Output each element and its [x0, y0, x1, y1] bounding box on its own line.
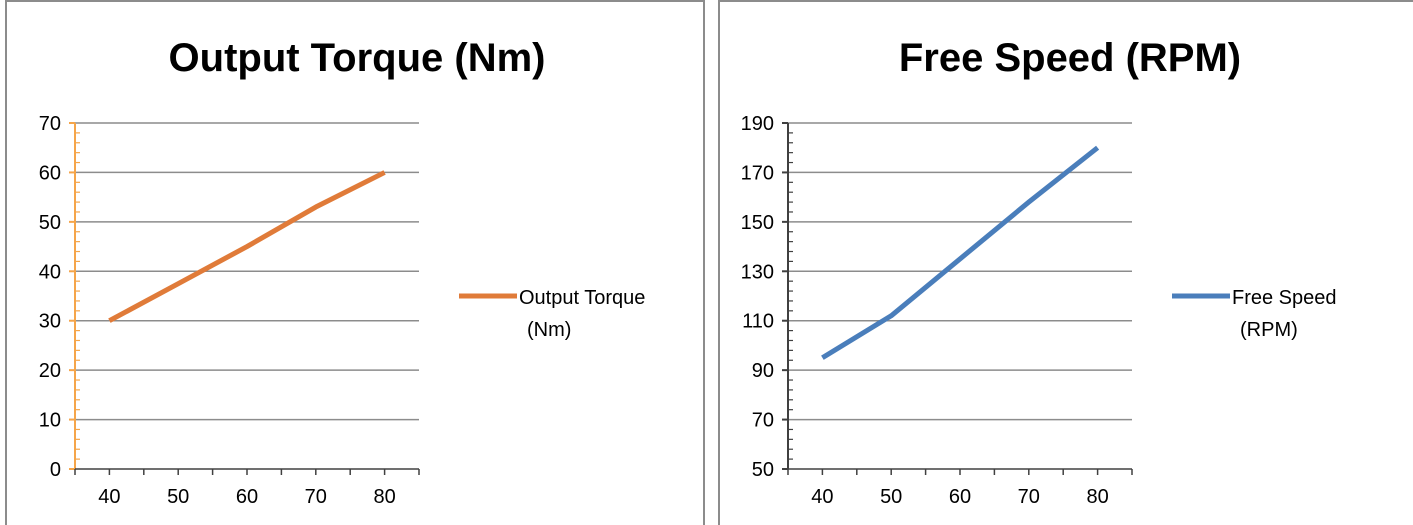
- y-tick-label: 110: [742, 311, 774, 333]
- y-tick-label: 70: [752, 410, 774, 432]
- torque-chart-plot: 0 10 20 30 40 50 60 70 40 50 60 70 80 Output Torque (N…: [39, 113, 646, 508]
- legend-label: (Nm): [527, 319, 571, 341]
- speed-chart-panel: Free Speed (RPM) 50 70 90 110 130 150 170 190 40…: [718, 0, 1413, 525]
- y-tick-label: 50: [752, 459, 774, 481]
- x-tick-label: 70: [305, 486, 327, 508]
- legend-label: Free Speed: [1232, 287, 1337, 309]
- y-tick-label: 130: [741, 261, 774, 283]
- y-tick-label: 50: [39, 212, 61, 234]
- y-tick-label: 150: [741, 212, 774, 234]
- chart-title: Free Speed (RPM): [898, 36, 1242, 80]
- legend-label: (RPM): [1240, 319, 1298, 341]
- x-tick-label: 50: [880, 486, 902, 508]
- y-tick-label: 40: [39, 261, 61, 283]
- x-tick-label: 40: [811, 486, 833, 508]
- x-tick-label: 60: [949, 486, 971, 508]
- x-tick-label: 80: [373, 486, 395, 508]
- y-tick-label: 190: [741, 113, 774, 135]
- chart-title: Output Torque (Nm): [168, 36, 546, 80]
- y-tick-label: 90: [752, 360, 774, 382]
- y-tick-label: 20: [39, 360, 61, 382]
- x-tick-label: 50: [167, 486, 189, 508]
- y-tick-label: 30: [39, 311, 61, 333]
- y-tick-label: 10: [39, 410, 61, 432]
- y-tick-label: 0: [50, 459, 61, 481]
- series-line: [821, 145, 1100, 360]
- series-line: [108, 170, 386, 323]
- x-tick-label: 70: [1018, 486, 1040, 508]
- x-tick-label: 80: [1086, 486, 1108, 508]
- y-tick-label: 70: [39, 113, 61, 135]
- x-tick-label: 60: [236, 486, 258, 508]
- legend-label: Output Torque: [519, 287, 645, 309]
- x-tick-label: 40: [98, 486, 120, 508]
- speed-chart-plot: 50 70 90 110 130 150 170 190 40 50 60 70 80 Free Spee…: [741, 113, 1337, 508]
- torque-chart-panel: Output Torque (Nm) 0 10 20 30 40 50 60 70 40 50 60…: [5, 0, 705, 525]
- y-tick-label: 170: [741, 162, 774, 184]
- y-tick-label: 60: [39, 162, 61, 184]
